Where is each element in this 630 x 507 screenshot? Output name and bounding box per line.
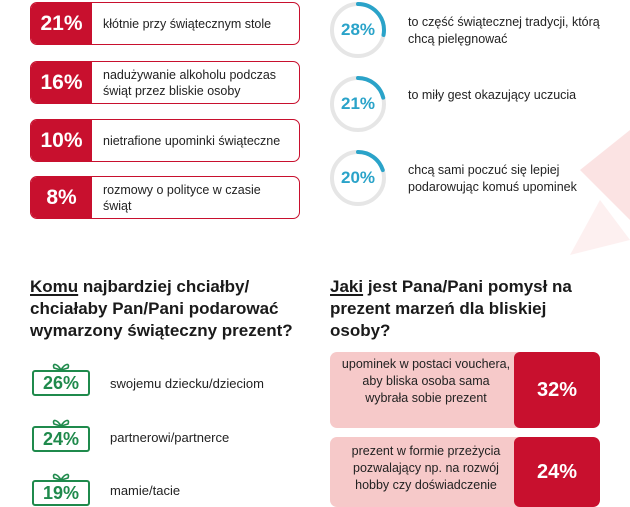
gift-idea-description: prezent w formie przeżycia pozwalający n… (351, 444, 501, 492)
progress-ring-icon (330, 2, 386, 58)
section-heading-gift-idea: Jaki jest Pana/Pani pomysł na prezent ma… (330, 276, 605, 342)
ring-stat: 20% (328, 148, 388, 208)
gift-bow-icon (52, 473, 70, 481)
heading-keyword: Komu (30, 277, 79, 296)
section-heading-recipient: Komu najbardziej chciałby/ chciałaby Pan… (30, 276, 300, 342)
stat-description: kłótnie przy świątecznym stole (103, 16, 272, 31)
stat-card: 16% nadużywanie alkoholu podczas świąt p… (30, 61, 300, 104)
stat-percentage: 16% (31, 62, 92, 103)
gift-percentage: 26% (42, 372, 80, 393)
stat-card: 8% rozmowy o polityce w czasie świąt (30, 176, 300, 219)
gift-idea-percentage: 32% (514, 352, 600, 428)
ring-progress (330, 2, 386, 58)
gift-bow-icon (52, 363, 70, 371)
gift-recipient-label: partnerowi/partnerce (110, 430, 230, 445)
ring-percentage: 20% (340, 168, 376, 187)
gift-box-icon (32, 426, 90, 452)
gift-bow-icon (52, 419, 70, 427)
ring-description: chcą sami poczuć się lepiej podarowując … (408, 163, 577, 194)
stat-percentage: 10% (31, 120, 92, 161)
stat-card: 10% nietrafione upominki świąteczne (30, 119, 300, 162)
heading-text: najbardziej chciałby/ chciałaby Pan/Pani… (30, 277, 293, 340)
gift-idea-card: prezent w formie przeżycia pozwalający n… (330, 437, 600, 507)
stat-percentage: 8% (31, 177, 92, 218)
stat-description: rozmowy o polityce w czasie świąt (103, 182, 261, 213)
gift-recipient-label: swojemu dziecku/dzieciom (110, 376, 264, 391)
gift-recipient-label: mamie/tacie (110, 483, 181, 498)
ring-percentage: 28% (340, 20, 376, 39)
decorative-background-shape (570, 130, 630, 255)
progress-ring-icon (330, 76, 386, 132)
gift-percentage: 19% (42, 482, 80, 503)
gift-stat: 24% (30, 418, 92, 452)
ring-progress (330, 150, 386, 206)
ring-percentage: 21% (340, 94, 376, 113)
stat-description: nadużywanie alkoholu podczas świąt przez… (103, 67, 277, 98)
gift-percentage: 24% (42, 428, 80, 449)
stat-percentage: 21% (31, 3, 92, 44)
gift-idea-description: upominek w postaci vouchera, aby bliska … (341, 357, 511, 405)
stat-card: 21% kłótnie przy świątecznym stole (30, 2, 300, 45)
gift-box-icon (32, 370, 90, 396)
gift-idea-card: upominek w postaci vouchera, aby bliska … (330, 352, 600, 428)
heading-keyword: Jaki (330, 277, 364, 296)
ring-progress (330, 76, 386, 132)
progress-ring-icon (330, 150, 386, 206)
heading-text: jest Pana/Pani pomysł na prezent marzeń … (330, 277, 572, 340)
ring-stat: 28% (328, 0, 388, 60)
ring-description: to część świątecznej tradycji, którą chc… (408, 15, 600, 46)
gift-stat: 26% (30, 362, 92, 396)
ring-stat: 21% (328, 74, 388, 134)
stat-description: nietrafione upominki świąteczne (103, 133, 281, 148)
ring-description: to miły gest okazujący uczucia (408, 88, 577, 102)
gift-stat: 19% (30, 472, 92, 506)
gift-idea-percentage: 24% (514, 437, 600, 507)
